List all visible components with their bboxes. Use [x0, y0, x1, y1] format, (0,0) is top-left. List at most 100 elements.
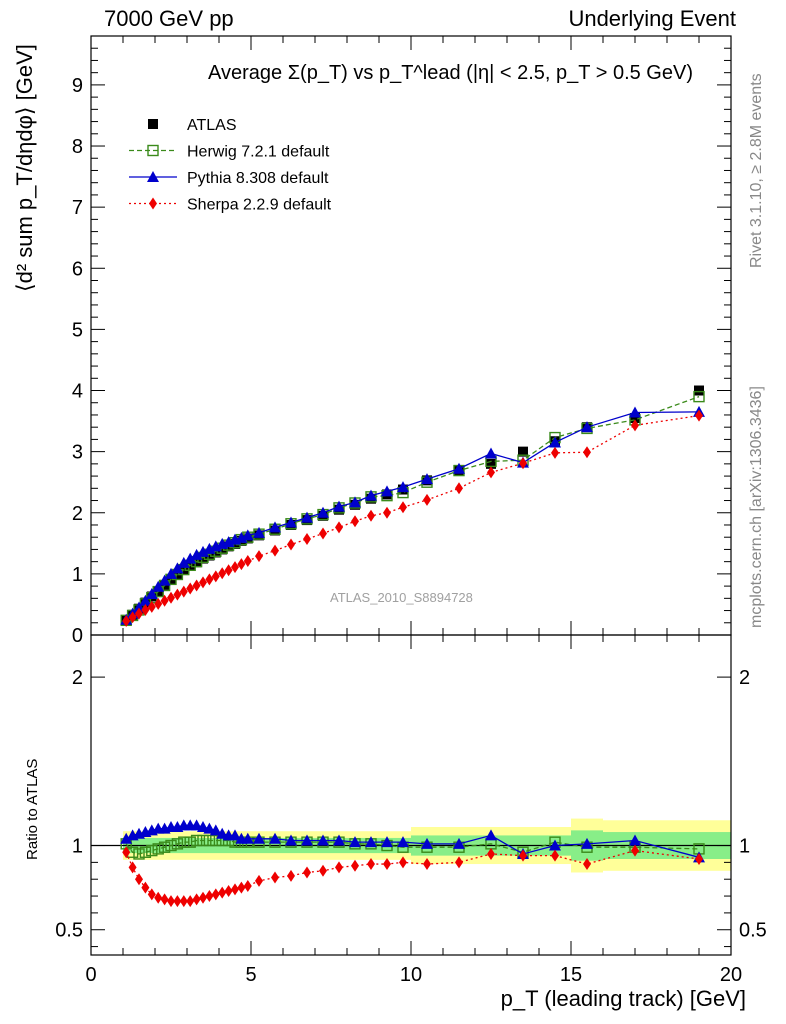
- ratio-point-1: [629, 834, 641, 846]
- main-point-2: [177, 556, 190, 568]
- ratio-point-2: [583, 858, 591, 871]
- ratio-point-2: [423, 858, 431, 871]
- main-point-3: [271, 544, 279, 557]
- ratio-point-2: [303, 866, 311, 879]
- ratio-point-1: [421, 837, 433, 849]
- ratio-point-2: [160, 893, 169, 906]
- main-point-2: [158, 574, 171, 586]
- x-tick-label: 20: [720, 964, 742, 986]
- main-point-2: [317, 506, 329, 518]
- ratio-point-2: [211, 888, 220, 901]
- ratio-point-2: [179, 895, 188, 908]
- ratio-point-0: [146, 844, 158, 857]
- plot-title: Average Σ(p_T) vs p_T^lead (|η| < 2.5, p…: [208, 62, 693, 84]
- ratio-y-tick-label-right: 2: [739, 667, 750, 689]
- main-point-0: [518, 446, 528, 457]
- main-point-2: [171, 562, 184, 574]
- ratio-point-2: [141, 881, 150, 894]
- main-point-3: [367, 509, 375, 522]
- main-point-3: [179, 585, 188, 598]
- legend-label: Pythia 8.308 default: [187, 170, 329, 187]
- ratio-point-0: [203, 834, 216, 847]
- ratio-point-2: [192, 893, 201, 906]
- ratio-point-2: [383, 858, 391, 871]
- ratio-point-2: [255, 874, 263, 887]
- ratio-point-2: [271, 871, 279, 884]
- main-point-3: [237, 558, 246, 571]
- main-point-2: [184, 552, 197, 564]
- main-y-tick-label: 5: [72, 319, 83, 341]
- ratio-point-1: [253, 832, 265, 844]
- main-point-2: [381, 485, 393, 497]
- main-y-tick-label: 9: [72, 75, 83, 97]
- main-point-3: [519, 457, 527, 470]
- ratio-point-0: [171, 838, 184, 850]
- main-point-3: [199, 576, 207, 589]
- main-point-2: [397, 481, 409, 493]
- main-point-3: [231, 561, 239, 574]
- legend-label: ATLAS: [187, 117, 237, 134]
- ratio-point-0: [190, 834, 203, 847]
- main-point-3: [160, 594, 169, 607]
- main-point-3: [287, 538, 295, 551]
- ratio-point-0: [184, 836, 196, 848]
- ratio-point-2: [218, 886, 227, 899]
- ratio-y-tick-label: 2: [72, 667, 83, 689]
- main-point-3: [122, 614, 131, 627]
- ratio-point-0: [210, 834, 222, 847]
- main-point-3: [423, 493, 431, 506]
- ratio-point-2: [122, 846, 131, 859]
- ratio-point-0: [133, 848, 145, 860]
- main-point-3: [631, 419, 639, 432]
- x-tick-label: 0: [85, 964, 96, 986]
- ratio-point-2: [319, 864, 327, 877]
- ratio-point-1: [241, 832, 254, 844]
- main-line-1: [125, 396, 700, 621]
- ratio-point-2: [631, 844, 639, 857]
- x-tick-label: 15: [560, 964, 582, 986]
- main-point-3: [551, 446, 559, 459]
- main-point-2: [139, 594, 152, 606]
- main-point-0: [486, 458, 496, 469]
- main-point-2: [629, 406, 641, 418]
- main-point-2: [333, 500, 345, 512]
- header-right-label: Underlying Event: [568, 6, 736, 31]
- main-line-2: [125, 411, 700, 621]
- header-left-label: 7000 GeV pp: [104, 6, 234, 31]
- main-point-3: [205, 573, 214, 586]
- main-point-0: [630, 413, 640, 424]
- main-point-3: [218, 567, 227, 580]
- main-point-0: [204, 550, 215, 561]
- legend-marker-3: [149, 197, 157, 210]
- ratio-point-2: [167, 895, 175, 908]
- ratio-point-2: [551, 849, 559, 862]
- main-point-3: [186, 582, 195, 595]
- main-point-0: [198, 553, 208, 564]
- main-point-3: [583, 446, 591, 459]
- x-tick-label: 10: [400, 964, 422, 986]
- ratio-point-2: [135, 873, 143, 886]
- main-point-0: [217, 544, 228, 555]
- main-point-3: [154, 597, 163, 610]
- ratio-point-2: [287, 869, 295, 882]
- ratio-point-2: [399, 856, 407, 869]
- main-point-2: [241, 529, 254, 541]
- ratio-point-0: [139, 846, 152, 858]
- main-point-2: [253, 526, 265, 538]
- main-y-tick-label: 8: [72, 136, 83, 158]
- legend-marker-2: [147, 171, 159, 182]
- main-point-2: [152, 580, 165, 592]
- main-point-2: [549, 436, 561, 448]
- ratio-point-1: [120, 832, 133, 844]
- ratio-point-0: [197, 834, 209, 847]
- x-axis-label: p_T (leading track) [GeV]: [500, 986, 746, 1011]
- main-y-tick-label: 0: [72, 625, 83, 647]
- main-point-3: [695, 409, 703, 422]
- ratio-point-1: [453, 837, 465, 849]
- main-point-2: [145, 588, 158, 600]
- main-y-tick-label: 2: [72, 503, 83, 525]
- main-y-tick-label: 3: [72, 442, 83, 464]
- ratio-point-1: [365, 836, 377, 848]
- main-point-3: [167, 591, 175, 604]
- main-point-3: [383, 506, 391, 519]
